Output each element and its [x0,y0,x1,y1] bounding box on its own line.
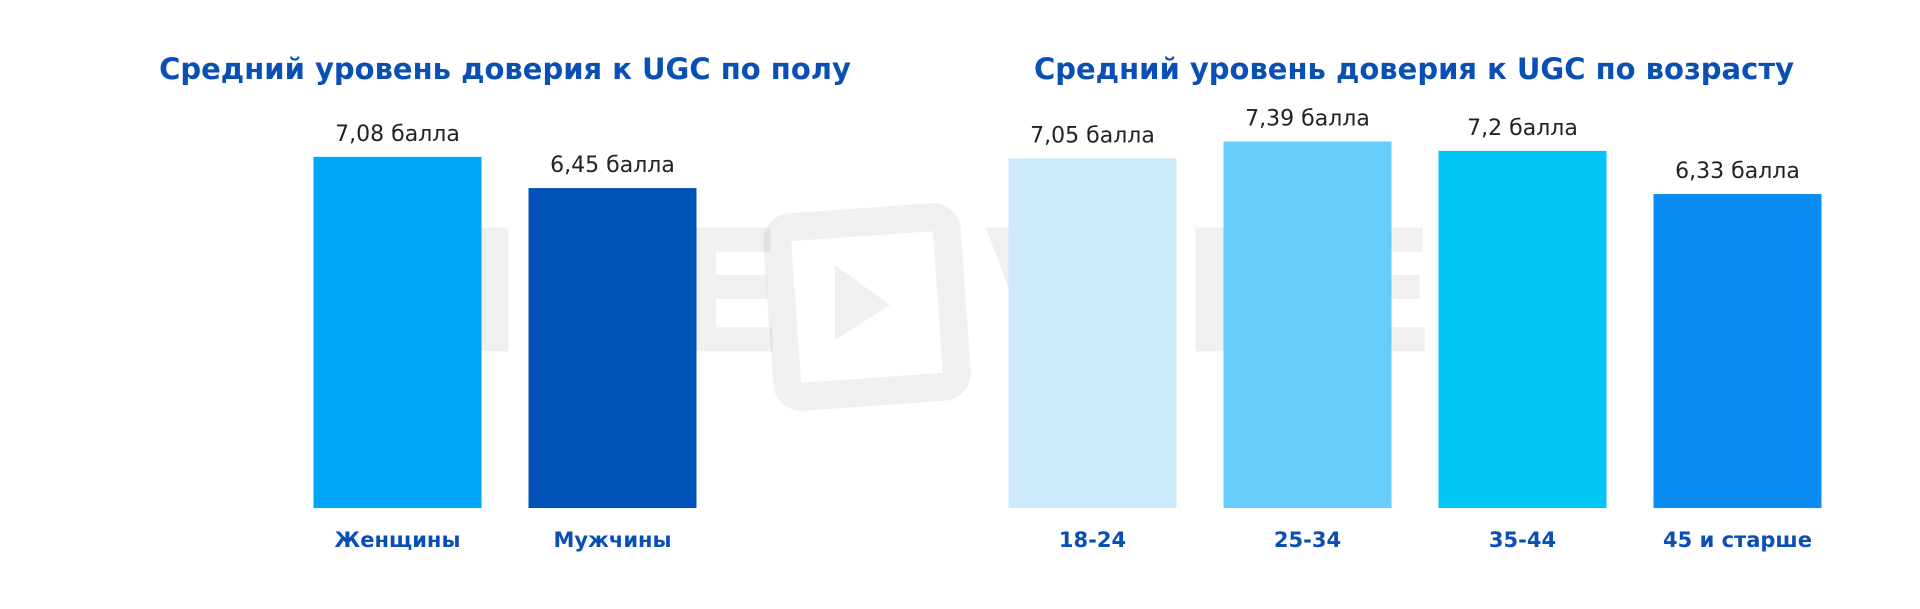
bar [1653,194,1822,509]
value-label: 7,39 балла [1245,106,1370,131]
chart-title: Средний уровень доверия к UGC по полу [159,52,851,86]
category-label: 25-34 [1274,528,1341,552]
value-label: 7,2 балла [1467,116,1578,141]
value-label: 7,08 балла [335,122,460,147]
category-label: Женщины [335,528,461,552]
category-label: 35-44 [1489,528,1556,552]
watermark-logo [763,203,971,411]
bar [528,188,697,508]
category-label: 45 и старше [1663,528,1812,552]
watermark-play [835,265,890,340]
chart-title: Средний уровень доверия к UGC по возраст… [1034,52,1794,86]
value-label: 7,05 балла [1030,123,1155,148]
value-label: 6,45 балла [550,153,675,178]
category-label: Мужчины [553,528,671,552]
category-label: 18-24 [1059,528,1126,552]
bar [313,156,482,508]
value-label: 6,33 балла [1675,159,1800,184]
bar [1008,158,1177,508]
bar [1438,150,1607,508]
bar [1223,141,1392,508]
